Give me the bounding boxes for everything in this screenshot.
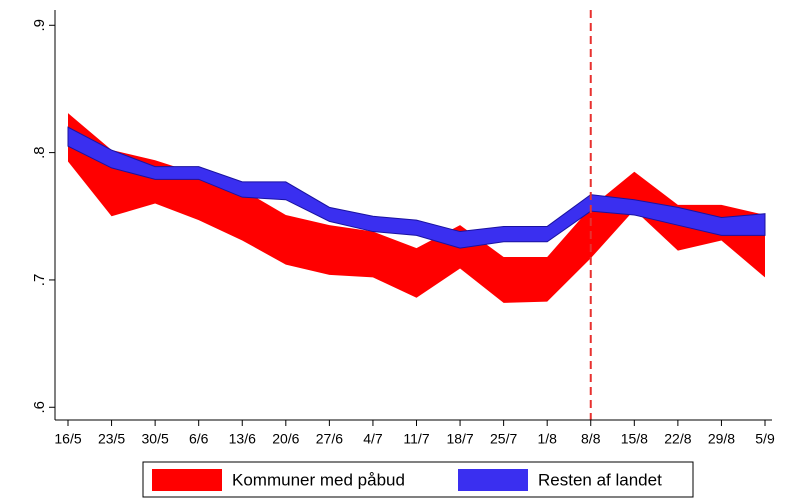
- x-tick-label: 13/6: [229, 431, 256, 447]
- y-tick-label: .9: [31, 19, 48, 32]
- band: [67, 126, 766, 249]
- x-tick-label: 11/7: [403, 431, 429, 447]
- legend-box: [142, 461, 694, 498]
- legend-label: Kommuner med påbud: [232, 470, 405, 489]
- legend-label: Resten af landet: [538, 470, 662, 489]
- legend-swatch: [152, 469, 222, 491]
- x-tick-label: 22/8: [664, 431, 691, 447]
- x-tick-label: 15/8: [621, 431, 648, 447]
- legend-swatch: [458, 469, 528, 491]
- x-tick-label: 30/5: [142, 431, 169, 447]
- x-tick-label: 18/7: [446, 431, 473, 447]
- x-tick-label: 20/6: [272, 431, 299, 447]
- x-tick-label: 8/8: [581, 431, 601, 447]
- x-tick-label: 1/8: [537, 431, 557, 447]
- x-tick-label: 4/7: [363, 431, 383, 447]
- x-tick-label: 29/8: [708, 431, 735, 447]
- y-tick-label: .7: [31, 274, 48, 287]
- x-tick-label: 27/6: [316, 431, 343, 447]
- band: [68, 113, 765, 303]
- y-tick-label: .8: [31, 146, 48, 159]
- x-tick-label: 5/9: [755, 431, 775, 447]
- x-tick-label: 23/5: [98, 431, 125, 447]
- y-tick-label: .6: [31, 401, 48, 414]
- x-tick-label: 16/5: [54, 431, 81, 447]
- x-tick-label: 25/7: [490, 431, 517, 447]
- x-tick-label: 6/6: [189, 431, 209, 447]
